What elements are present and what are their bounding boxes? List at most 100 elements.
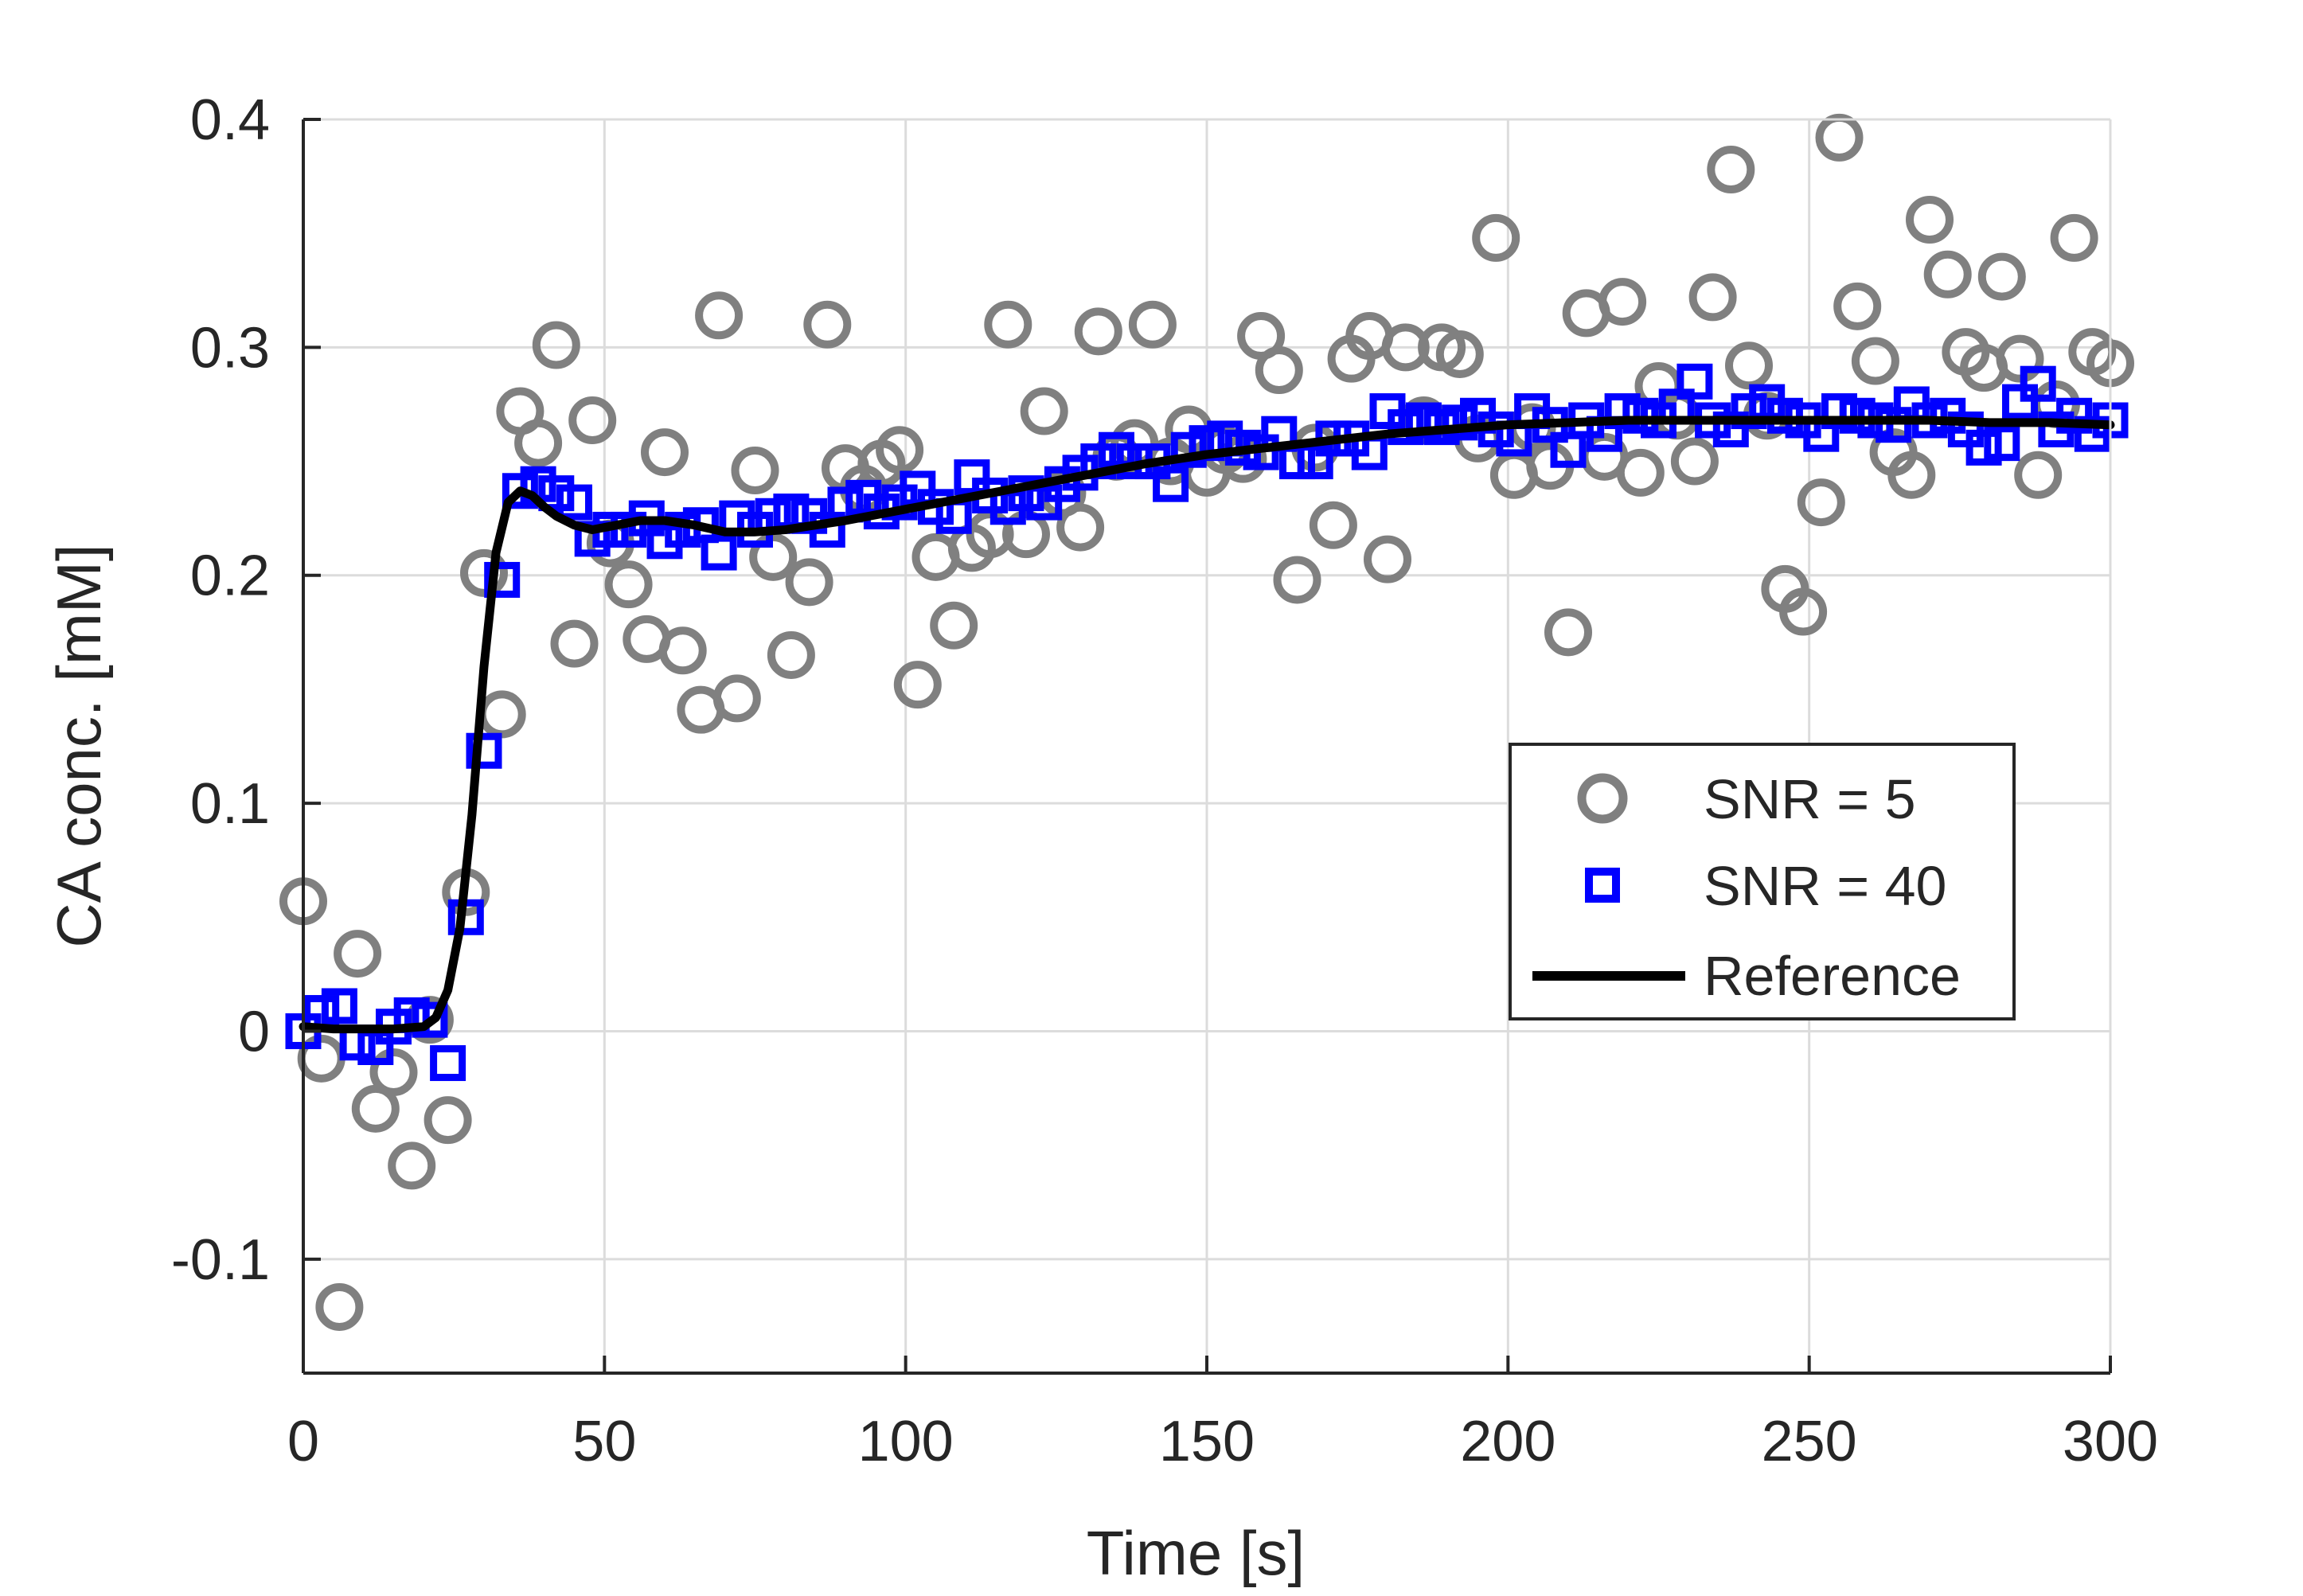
legend-label-snr40: SNR = 40 [1704,855,1946,917]
legend-label-reference: Reference [1704,945,1961,1007]
snr40-point [502,473,538,509]
snr5-point [424,1096,472,1145]
snr5-point [1688,273,1737,322]
x-tick-label-2: 100 [858,1410,954,1473]
snr40-point [1442,404,1478,441]
snr5-point [1977,252,2026,301]
snr5-point [1074,307,1122,356]
snr5-point [1273,556,1321,604]
snr5-point [749,533,798,581]
y-tick-label-5: 0.4 [190,88,270,152]
snr5-point [1779,587,1828,636]
snr40-point [1604,393,1641,430]
snr5-point [712,674,761,723]
snr40-point [1677,363,1713,400]
snr40-point [954,459,990,496]
snr5-point [1815,113,1864,162]
snr5-point [1797,478,1845,527]
snr5-point [550,619,599,668]
snr5-point [1435,330,1484,378]
snr5-point [369,1048,418,1096]
snr5-point [1364,535,1411,583]
snr40-point [412,1001,448,1038]
snr40-point [466,732,502,769]
snr40-point [1821,393,1857,430]
snr5-point [1598,278,1647,326]
x-axis-label: Time [s] [1087,1518,1305,1588]
legend: SNR = 5 SNR = 40 Reference [1509,743,2016,1020]
snr5-point [1544,608,1592,657]
snr40-point [321,988,357,1024]
snr40-point [1026,484,1063,521]
snr40-point [1766,397,1803,434]
x-tick-label-1: 50 [572,1410,636,1473]
axes-layer: 0 50 100 150 200 250 300 -0.1 0 0.1 0.2 0.3 0.4 [171,88,2158,1473]
snr5-point [2014,451,2063,499]
snr5-point [1851,337,1899,385]
y-tick-label-0: -0.1 [171,1228,270,1292]
x-tick-label-0: 0 [287,1410,319,1473]
snr5-point [1707,146,1755,193]
snr5-point [1020,387,1068,435]
snr5-point [767,630,815,679]
snr5-point [1255,346,1303,394]
snr5-point [876,426,924,474]
snr40-point [2056,397,2093,434]
snr5-point [641,428,689,477]
snr5-point [1616,448,1665,497]
snr40-point [1712,411,1749,447]
snr40-point [1984,425,2020,462]
snr40-point [701,534,737,571]
data-layer [279,113,2134,1331]
snr5-point [460,548,508,597]
snr5-point [695,291,744,340]
snr5-point [2050,213,2098,262]
snr40-point [1388,409,1424,446]
snr40-point [484,561,521,598]
y-tick-label-2: 0.1 [190,772,270,836]
y-axis-label: CA conc. [mM] [44,544,114,947]
snr5-point [658,626,707,675]
snr40-point [574,521,611,557]
y-tick-label-1: 0 [238,1000,270,1063]
snr40-point [430,1045,466,1082]
snr5-point [1887,451,1936,499]
snr40-point [1550,431,1587,468]
legend-label-snr5: SNR = 5 [1704,768,1916,830]
snr5-point [514,419,563,467]
snr5-point [893,661,942,709]
snr5-point [731,447,779,494]
snr40-point [1839,397,1876,434]
snr5-point [1056,503,1105,552]
reference-line [299,416,2115,1034]
snr5-point [803,300,852,349]
snr40-point [1170,431,1207,468]
snr40-point [1297,443,1333,480]
x-tick-label-6: 300 [2063,1410,2158,1473]
x-tick-label-4: 200 [1460,1410,1556,1473]
snr40-point [1876,407,1912,443]
snr40-point [538,475,575,512]
snr5-point [604,560,653,609]
y-tick-label-4: 0.3 [190,316,270,380]
snr40-point [1153,466,1189,502]
snr5-point [1002,510,1050,559]
snr5-point [1923,250,1972,299]
snr5-point [1906,196,1954,244]
legend-marker-snr40 [1585,868,1620,903]
snr5-point [532,321,580,369]
y-tick-label-3: 0.2 [190,544,270,608]
snr5-point [351,1084,400,1133]
snr5-point [1670,437,1719,486]
snr40-point [1731,393,1767,430]
snr5-point [568,396,617,444]
snr40-point [556,484,592,521]
x-tick-label-5: 250 [1762,1410,1857,1473]
snr5-point [785,558,833,607]
snr5-point [1128,300,1177,349]
snr40-point [2002,384,2038,420]
x-tick-label-3: 150 [1159,1410,1255,1473]
snr5-point [1309,501,1357,549]
